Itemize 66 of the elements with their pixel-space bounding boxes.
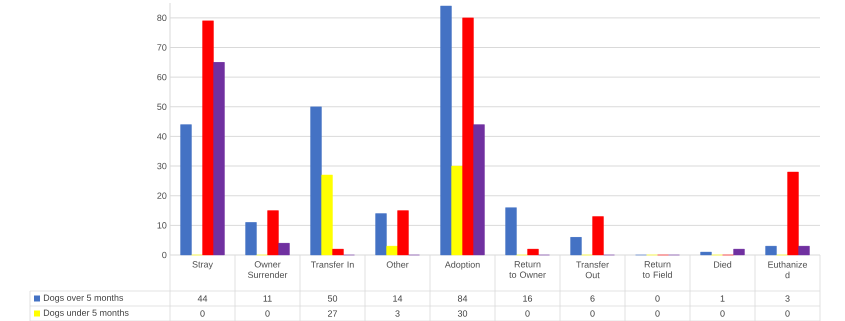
y-tick-label: 80	[157, 14, 166, 22]
data-label: 30	[458, 310, 468, 317]
x-tick-label: Stray	[192, 261, 213, 270]
data-label: 11	[264, 295, 272, 302]
bar	[202, 20, 214, 256]
data-label: 0	[655, 310, 660, 317]
bar	[386, 246, 398, 256]
bar	[700, 252, 712, 256]
bar	[245, 222, 257, 256]
bar	[592, 216, 604, 256]
bar	[451, 166, 463, 256]
bar	[332, 248, 344, 256]
x-tick-label: Adoption	[444, 261, 480, 270]
data-label: 0	[590, 310, 595, 317]
data-label: 84	[458, 295, 468, 302]
bar	[765, 246, 777, 256]
x-tick-label: Transfer In	[310, 261, 354, 268]
x-tick-label: Transfer Out	[576, 261, 609, 278]
data-label: 14	[393, 295, 402, 302]
x-tick-label: Owner Surrender	[248, 261, 288, 278]
data-label: 44	[198, 295, 208, 302]
x-tick-label: Died	[714, 261, 732, 268]
bar	[310, 106, 322, 256]
x-tick-label: Return to Owner	[509, 261, 546, 278]
y-tick-label: 40	[157, 133, 166, 140]
y-tick-label: 50	[157, 104, 166, 110]
bar	[733, 248, 745, 256]
y-tick-label: 30	[157, 162, 166, 170]
x-tick-label: Euthanize d	[768, 261, 808, 278]
legend-label: Dogs over 5 months	[44, 294, 124, 303]
bar	[180, 124, 192, 256]
y-tick-label: 10	[158, 222, 166, 229]
bar	[798, 246, 810, 256]
x-tick-label: Return to Field	[642, 261, 672, 278]
bar	[462, 18, 474, 256]
data-label: 0	[200, 310, 205, 317]
bar	[505, 207, 517, 256]
bar	[375, 213, 387, 256]
y-tick-label: 70	[157, 44, 166, 51]
bar	[473, 124, 485, 256]
data-label: 1	[720, 295, 725, 302]
bar	[570, 237, 582, 256]
data-label: 3	[395, 310, 400, 317]
data-label: 6	[590, 295, 595, 302]
y-tick-label: 20	[157, 192, 166, 199]
data-label: 27	[328, 310, 338, 317]
legend-label: Dogs under 5 months	[44, 309, 129, 318]
x-tick-label: Other	[386, 261, 409, 268]
data-label: 0	[720, 310, 725, 317]
y-tick-label: 0	[162, 252, 166, 258]
data-label: 0	[785, 310, 790, 317]
data-label: 0	[265, 310, 270, 317]
bar	[787, 172, 799, 256]
bar	[440, 6, 452, 256]
data-label: 0	[655, 295, 660, 302]
bar	[527, 248, 539, 256]
bar	[213, 62, 225, 256]
data-label: 16	[523, 295, 532, 302]
data-label: 3	[785, 295, 790, 302]
bar	[321, 174, 333, 256]
data-label: 50	[328, 295, 338, 302]
bar	[267, 210, 279, 256]
y-tick-label: 60	[157, 74, 166, 80]
bar	[278, 242, 290, 256]
bar	[397, 210, 409, 256]
data-label: 0	[525, 310, 530, 317]
